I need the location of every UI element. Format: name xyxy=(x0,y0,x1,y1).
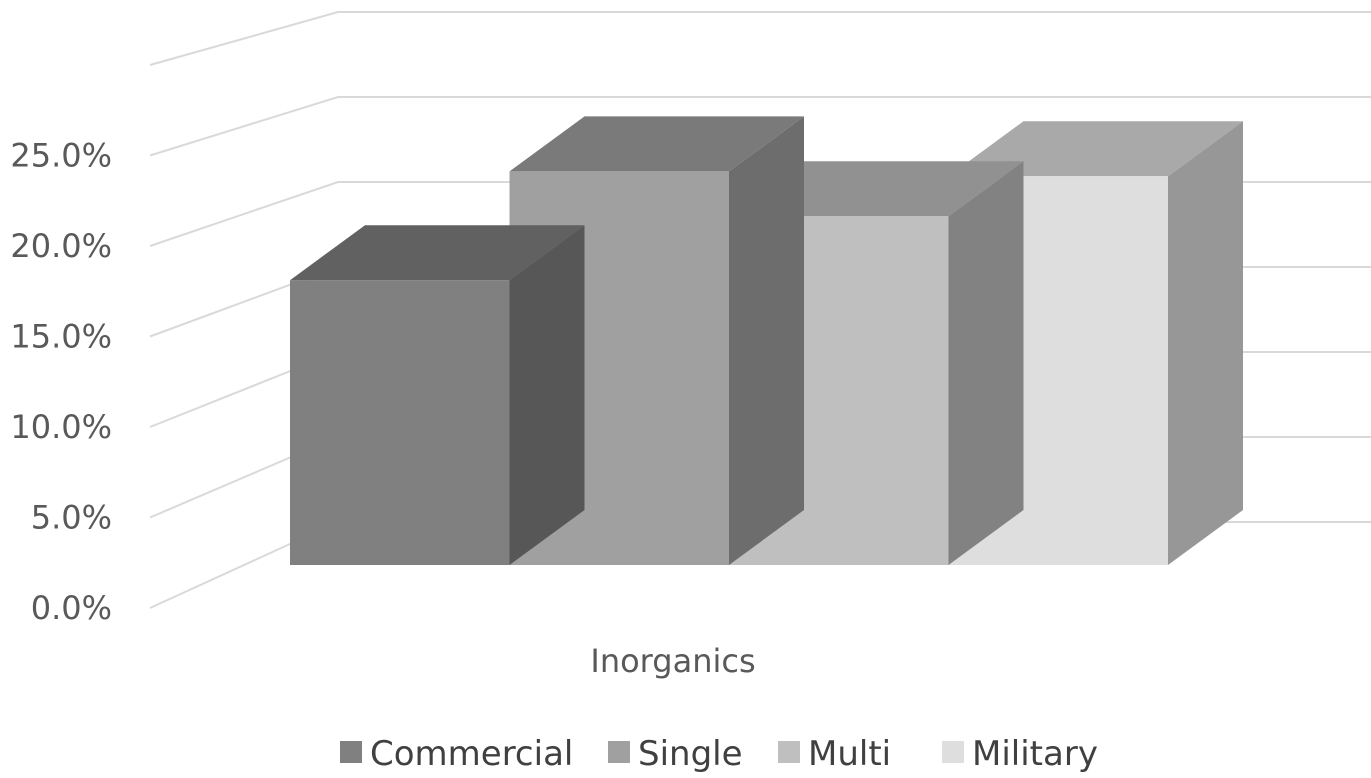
legend-item-single: Single xyxy=(608,734,743,774)
y-axis-ticks: 0.0% 5.0% 10.0% 15.0% 20.0% 25.0% xyxy=(10,137,112,628)
legend-label: Single xyxy=(638,734,743,774)
bar-commercial xyxy=(290,225,585,565)
y-tick-label: 5.0% xyxy=(31,499,112,537)
legend-swatch xyxy=(340,741,362,763)
legend-item-multi: Multi xyxy=(778,734,891,774)
gridline xyxy=(149,96,1371,157)
bar-side-face xyxy=(509,225,585,565)
bar-top-face xyxy=(290,225,585,281)
bars xyxy=(290,116,1243,566)
legend-swatch xyxy=(778,741,800,763)
legend-label: Multi xyxy=(808,734,891,774)
gridline xyxy=(149,11,1371,66)
legend-item-commercial: Commercial xyxy=(340,734,573,774)
bar-side-face xyxy=(1168,121,1243,565)
y-tick-label: 0.0% xyxy=(31,589,112,627)
legend: Commercial Single Multi Military xyxy=(340,734,1098,774)
y-tick-label: 20.0% xyxy=(10,227,112,265)
legend-swatch xyxy=(608,741,630,763)
y-tick-label: 25.0% xyxy=(10,137,112,175)
legend-item-military: Military xyxy=(942,734,1098,774)
y-tick-label: 15.0% xyxy=(10,318,112,356)
bar-side-face xyxy=(729,116,804,566)
category-label: Inorganics xyxy=(590,642,755,680)
bar-side-face xyxy=(948,161,1024,565)
legend-label: Military xyxy=(972,734,1098,774)
y-tick-label: 10.0% xyxy=(10,408,112,446)
legend-label: Commercial xyxy=(370,734,573,774)
legend-swatch xyxy=(942,741,964,763)
bar-front-face xyxy=(290,280,510,565)
bar-top-face xyxy=(509,116,804,172)
